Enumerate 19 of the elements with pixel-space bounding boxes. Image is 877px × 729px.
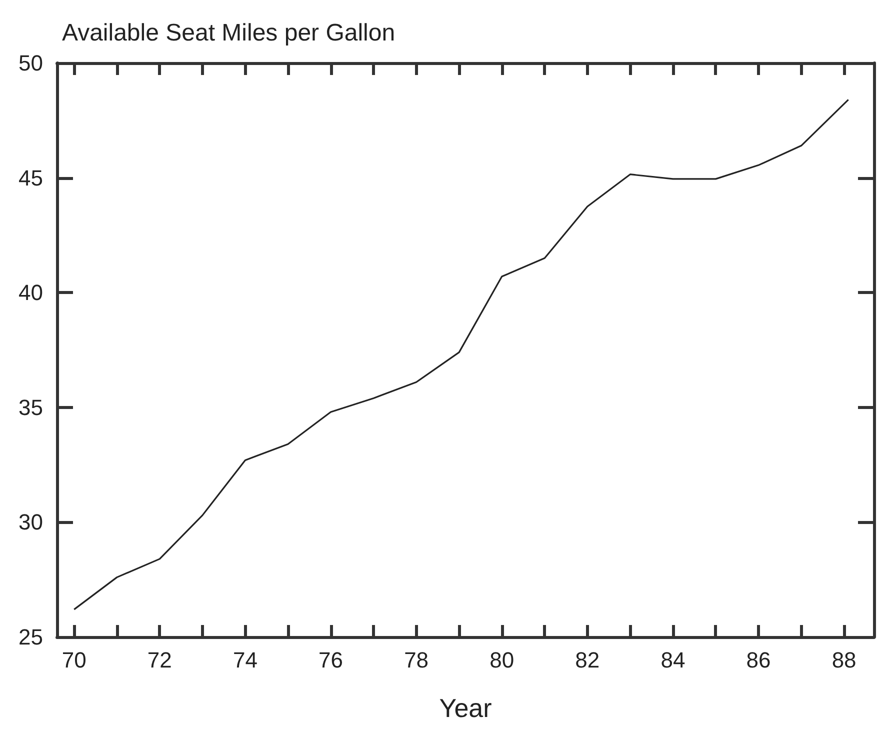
x-tick-label: 84 [660,648,686,672]
y-tick-label: 45 [18,165,43,190]
y-tick-label: 30 [18,510,43,535]
x-tick-label: 78 [404,648,429,672]
y-tick-label: 35 [18,394,43,420]
x-tick-label: 72 [147,648,172,672]
y-tick-label: 40 [18,280,43,306]
x-tick-label: 76 [318,648,343,672]
x-tick-label: 86 [746,648,771,672]
y-tick-label: 50 [18,50,43,76]
x-tick-label: 74 [232,648,258,672]
chart-title: Available Seat Miles per Gallon [62,20,396,46]
x-tick-label: 88 [832,648,856,672]
y-tick-label: 25 [18,624,43,650]
x-tick-label: 80 [490,648,514,672]
x-tick-label: 70 [62,648,86,672]
x-tick-label: 82 [575,648,600,672]
line-series [73,98,850,610]
x-axis-title: Year [439,693,492,723]
